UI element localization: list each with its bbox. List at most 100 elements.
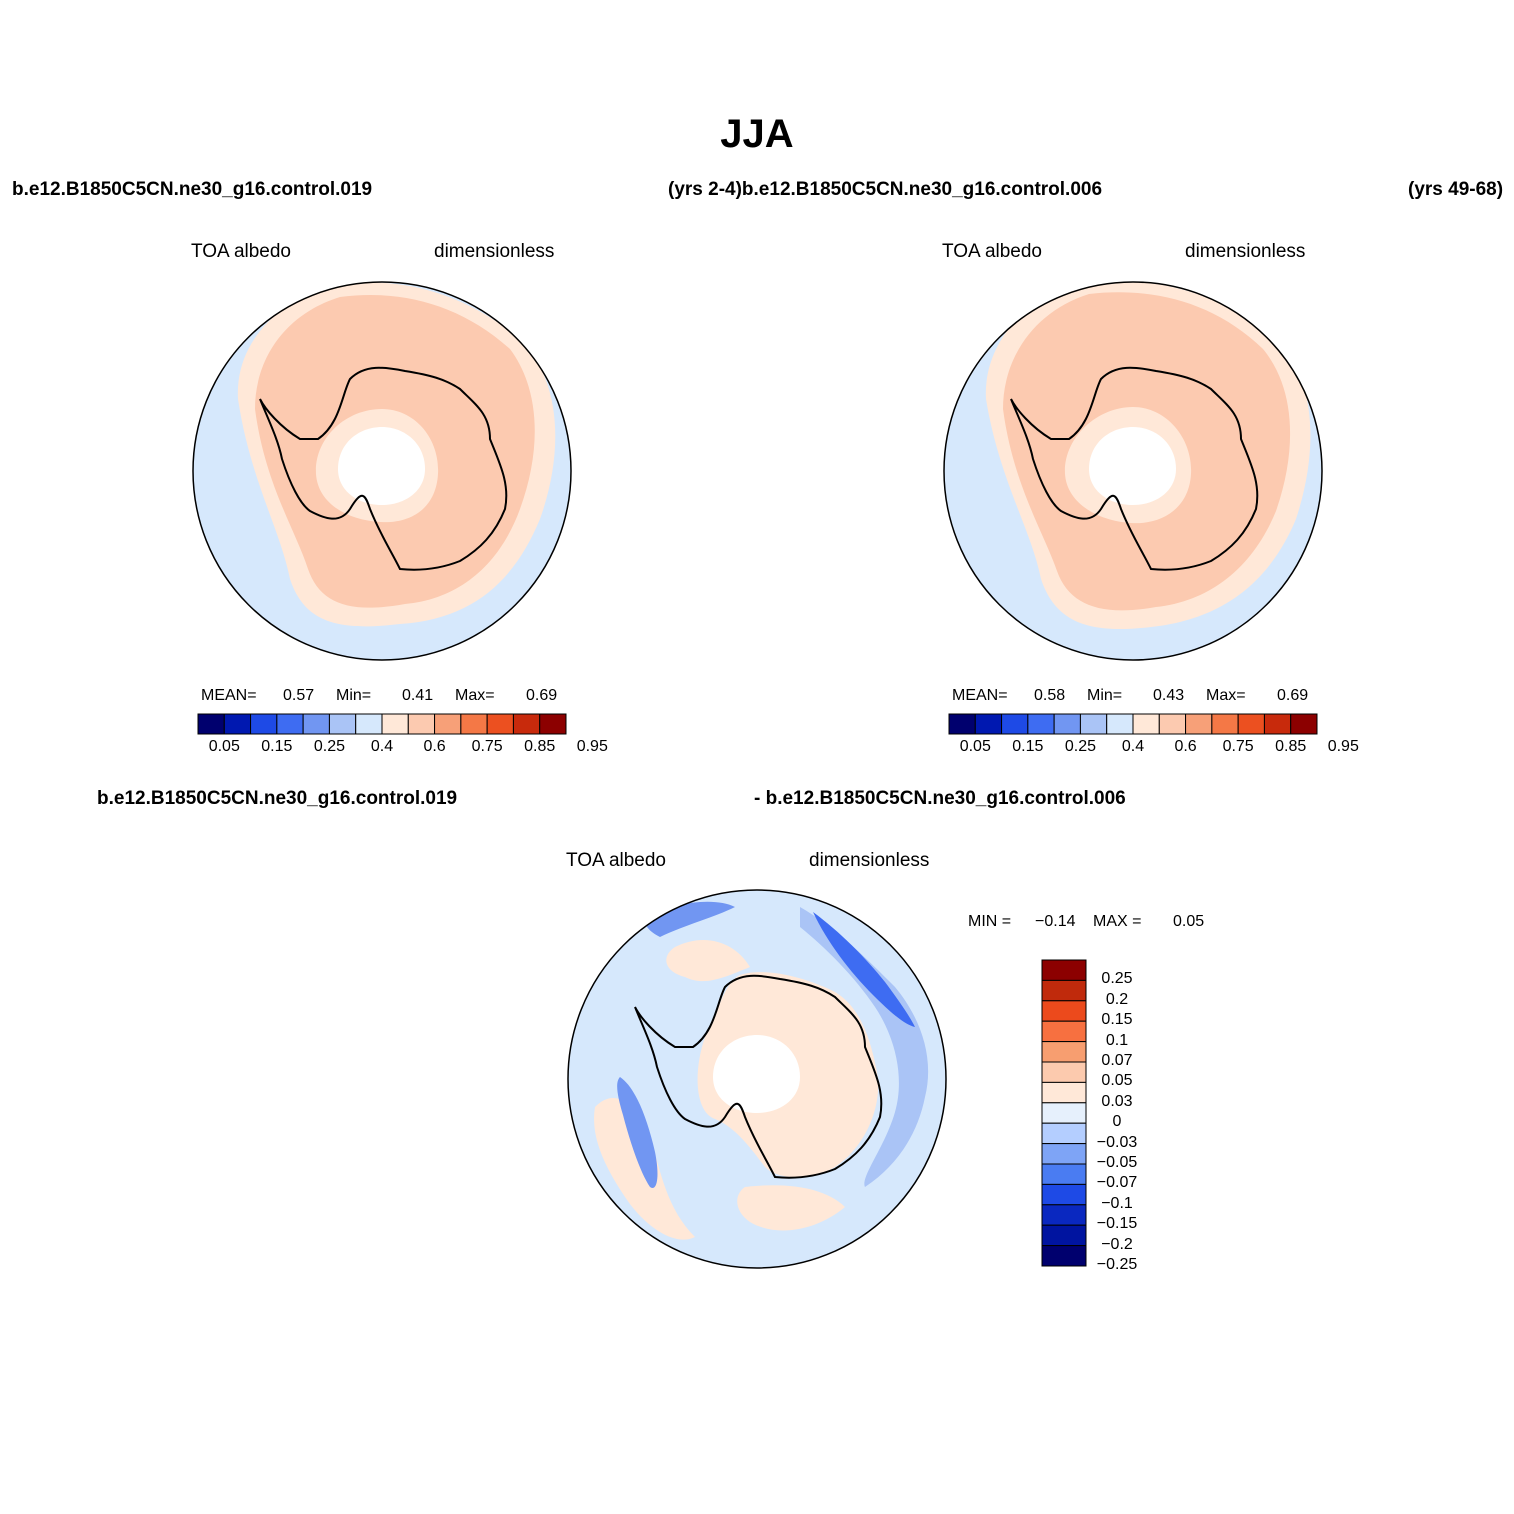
panel1-colorbar-box — [223, 713, 252, 735]
panel2-colorbar-tick-label: 0.15 — [1012, 738, 1044, 755]
panel2-mean-label: MEAN= — [952, 687, 1008, 704]
panel1-variable: TOA albedo — [191, 241, 292, 262]
panel1-colorbar-box — [381, 713, 409, 735]
panel3-colorbar-tick-label: −0.05 — [1096, 1154, 1138, 1171]
panel2-colorbar-tick-label: 0.6 — [1174, 738, 1197, 755]
panel3-colorbar-tick-label: 0.1 — [1105, 1031, 1129, 1049]
panel1-colorbar-box — [355, 713, 383, 735]
panel1-colorbar-box — [539, 713, 567, 735]
panel1-colorbar-box — [197, 713, 225, 735]
diff-case-label-right: - b.e12.B1850C5CN.ne30_g16.control.006 — [754, 788, 1126, 809]
panel3-colorbar-box — [1041, 1081, 1087, 1104]
panel1-colorbar-box — [512, 713, 541, 735]
panel2-antarctica-coast — [1010, 366, 1259, 571]
panel1-colorbar-tick-label: 0.15 — [261, 738, 293, 755]
panel3-variable: TOA albedo — [566, 850, 667, 871]
panel3-colorbar-box — [1041, 959, 1087, 981]
figure-title: JJA — [720, 112, 794, 156]
panel2-colorbar-box — [1185, 713, 1213, 735]
panel3-colorbar-tick-label: −0.2 — [1101, 1235, 1133, 1253]
panel1-colorbar-tick-label: 0.6 — [423, 738, 446, 755]
panel2-colorbar-box — [1237, 713, 1265, 735]
panel3-colorbar-tick-label: 0.03 — [1101, 1092, 1133, 1110]
panel3-units: dimensionless — [809, 850, 930, 871]
panel1-colorbar-box — [250, 713, 278, 735]
panel2-colorbar-box — [1211, 713, 1239, 735]
panel1-max-label: Max= — [455, 687, 495, 704]
panel1-colorbar-tick-label: 0.25 — [313, 738, 345, 755]
panel2-pole-hole — [1089, 427, 1176, 505]
case-label-mid: (yrs 2-4)b.e12.B1850C5CN.ne30_g16.contro… — [668, 179, 1103, 200]
panel1-colorbar-tick-label: 0.85 — [524, 738, 556, 755]
panel2-colorbar-box — [1079, 713, 1108, 735]
panel2-colorbar-box — [1053, 713, 1081, 735]
panel3-colorbar-tick-label: −0.25 — [1096, 1256, 1138, 1273]
panel3-colorbar-box — [1041, 1102, 1087, 1124]
panel3-colorbar-box — [1041, 1245, 1087, 1267]
panel2-colorbar-tick-label: 0.05 — [959, 738, 991, 755]
panel3-colorbar-box — [1041, 1061, 1087, 1083]
panel2-colorbar-box — [1001, 713, 1029, 735]
panel1-mean-label: MEAN= — [201, 687, 257, 704]
panel1-colorbar-box — [407, 713, 436, 735]
panel1-units: dimensionless — [434, 241, 555, 262]
panel3-colorbar-tick-label: 0.2 — [1105, 990, 1129, 1008]
panel1-colorbar-box — [328, 713, 357, 735]
panel1-colorbar-box — [434, 713, 462, 735]
panel2-colorbar-box — [1290, 713, 1318, 735]
panel3-colorbar-box — [1041, 1163, 1087, 1185]
panel1-colorbar-box — [486, 713, 514, 735]
panel3-negative-band-ne — [800, 907, 929, 1187]
panel2-colorbar-box — [948, 713, 976, 735]
panel3-max-value: 0.05 — [1173, 913, 1205, 930]
panel2-colorbar-tick-label: 0.85 — [1275, 738, 1307, 755]
panel2-colorbar-tick-label: 0.75 — [1222, 738, 1254, 755]
panel1-antarctica-coast — [259, 366, 508, 571]
panel3-colorbar-tick-label: −0.03 — [1096, 1133, 1138, 1151]
panel2-colorbar — [948, 713, 1318, 735]
panel3-colorbar-box — [1041, 1020, 1087, 1043]
panel3-colorbar-tick-label: −0.15 — [1096, 1215, 1138, 1233]
panel2-mean-value: 0.58 — [1034, 687, 1066, 704]
panel3-colorbar-tick-label: 0.07 — [1101, 1052, 1133, 1069]
panel2-variable: TOA albedo — [942, 241, 1043, 262]
panel3-colorbar-box — [1041, 1224, 1087, 1247]
panel3-colorbar-box — [1041, 1183, 1087, 1206]
case-label-right: (yrs 49-68) — [1408, 179, 1504, 200]
panel1-colorbar-box — [302, 713, 330, 735]
panel3-negative-core-ne — [813, 912, 915, 1027]
panel3-positive-region-north — [666, 939, 750, 982]
panel2-colorbar-box — [1106, 713, 1134, 735]
panel3-difference-map — [567, 889, 947, 1269]
panel2-max-label: Max= — [1206, 687, 1246, 704]
panel3-colorbar-box — [1041, 1041, 1087, 1063]
panel2-polar-map — [943, 281, 1323, 661]
panel2-colorbar-tick-label: 0.4 — [1121, 738, 1145, 755]
panel2-colorbar-box — [1263, 713, 1292, 735]
panel1-colorbar-box — [460, 713, 488, 735]
case-label-left: b.e12.B1850C5CN.ne30_g16.control.019 — [12, 179, 373, 200]
panel1-colorbar-tick-label: 0.95 — [576, 738, 608, 755]
panel2-colorbar-tick-label: 0.25 — [1064, 738, 1096, 755]
panel3-colorbar-box — [1041, 1122, 1087, 1145]
panel3-colorbar-tick-label: 0.15 — [1101, 1011, 1133, 1029]
panel3-colorbar — [1041, 959, 1087, 1267]
panel3-min-label: MIN = — [968, 913, 1012, 930]
panel2-colorbar-box — [1132, 713, 1160, 735]
panel1-colorbar-box — [276, 713, 304, 735]
panel1-pole-hole — [338, 427, 425, 505]
panel1-polar-map — [192, 281, 572, 661]
panel3-colorbar-tick-label: −0.07 — [1096, 1174, 1138, 1192]
panel2-colorbar-box — [974, 713, 1003, 735]
panel2-colorbar-tick-label: 0.95 — [1327, 738, 1359, 755]
panel1-mean-value: 0.57 — [283, 687, 315, 704]
panel3-colorbar-box — [1041, 1000, 1087, 1022]
panel2-colorbar-box — [1027, 713, 1055, 735]
panel3-antarctica-coast — [634, 974, 883, 1179]
panel1-colorbar-tick-label: 0.05 — [208, 738, 240, 755]
panel2-min-value: 0.43 — [1153, 687, 1185, 704]
panel1-min-value: 0.41 — [402, 687, 434, 704]
panel3-min-value: −0.14 — [1035, 913, 1076, 930]
panel2-colorbar-box — [1158, 713, 1187, 735]
panel3-colorbar-box — [1041, 979, 1087, 1002]
